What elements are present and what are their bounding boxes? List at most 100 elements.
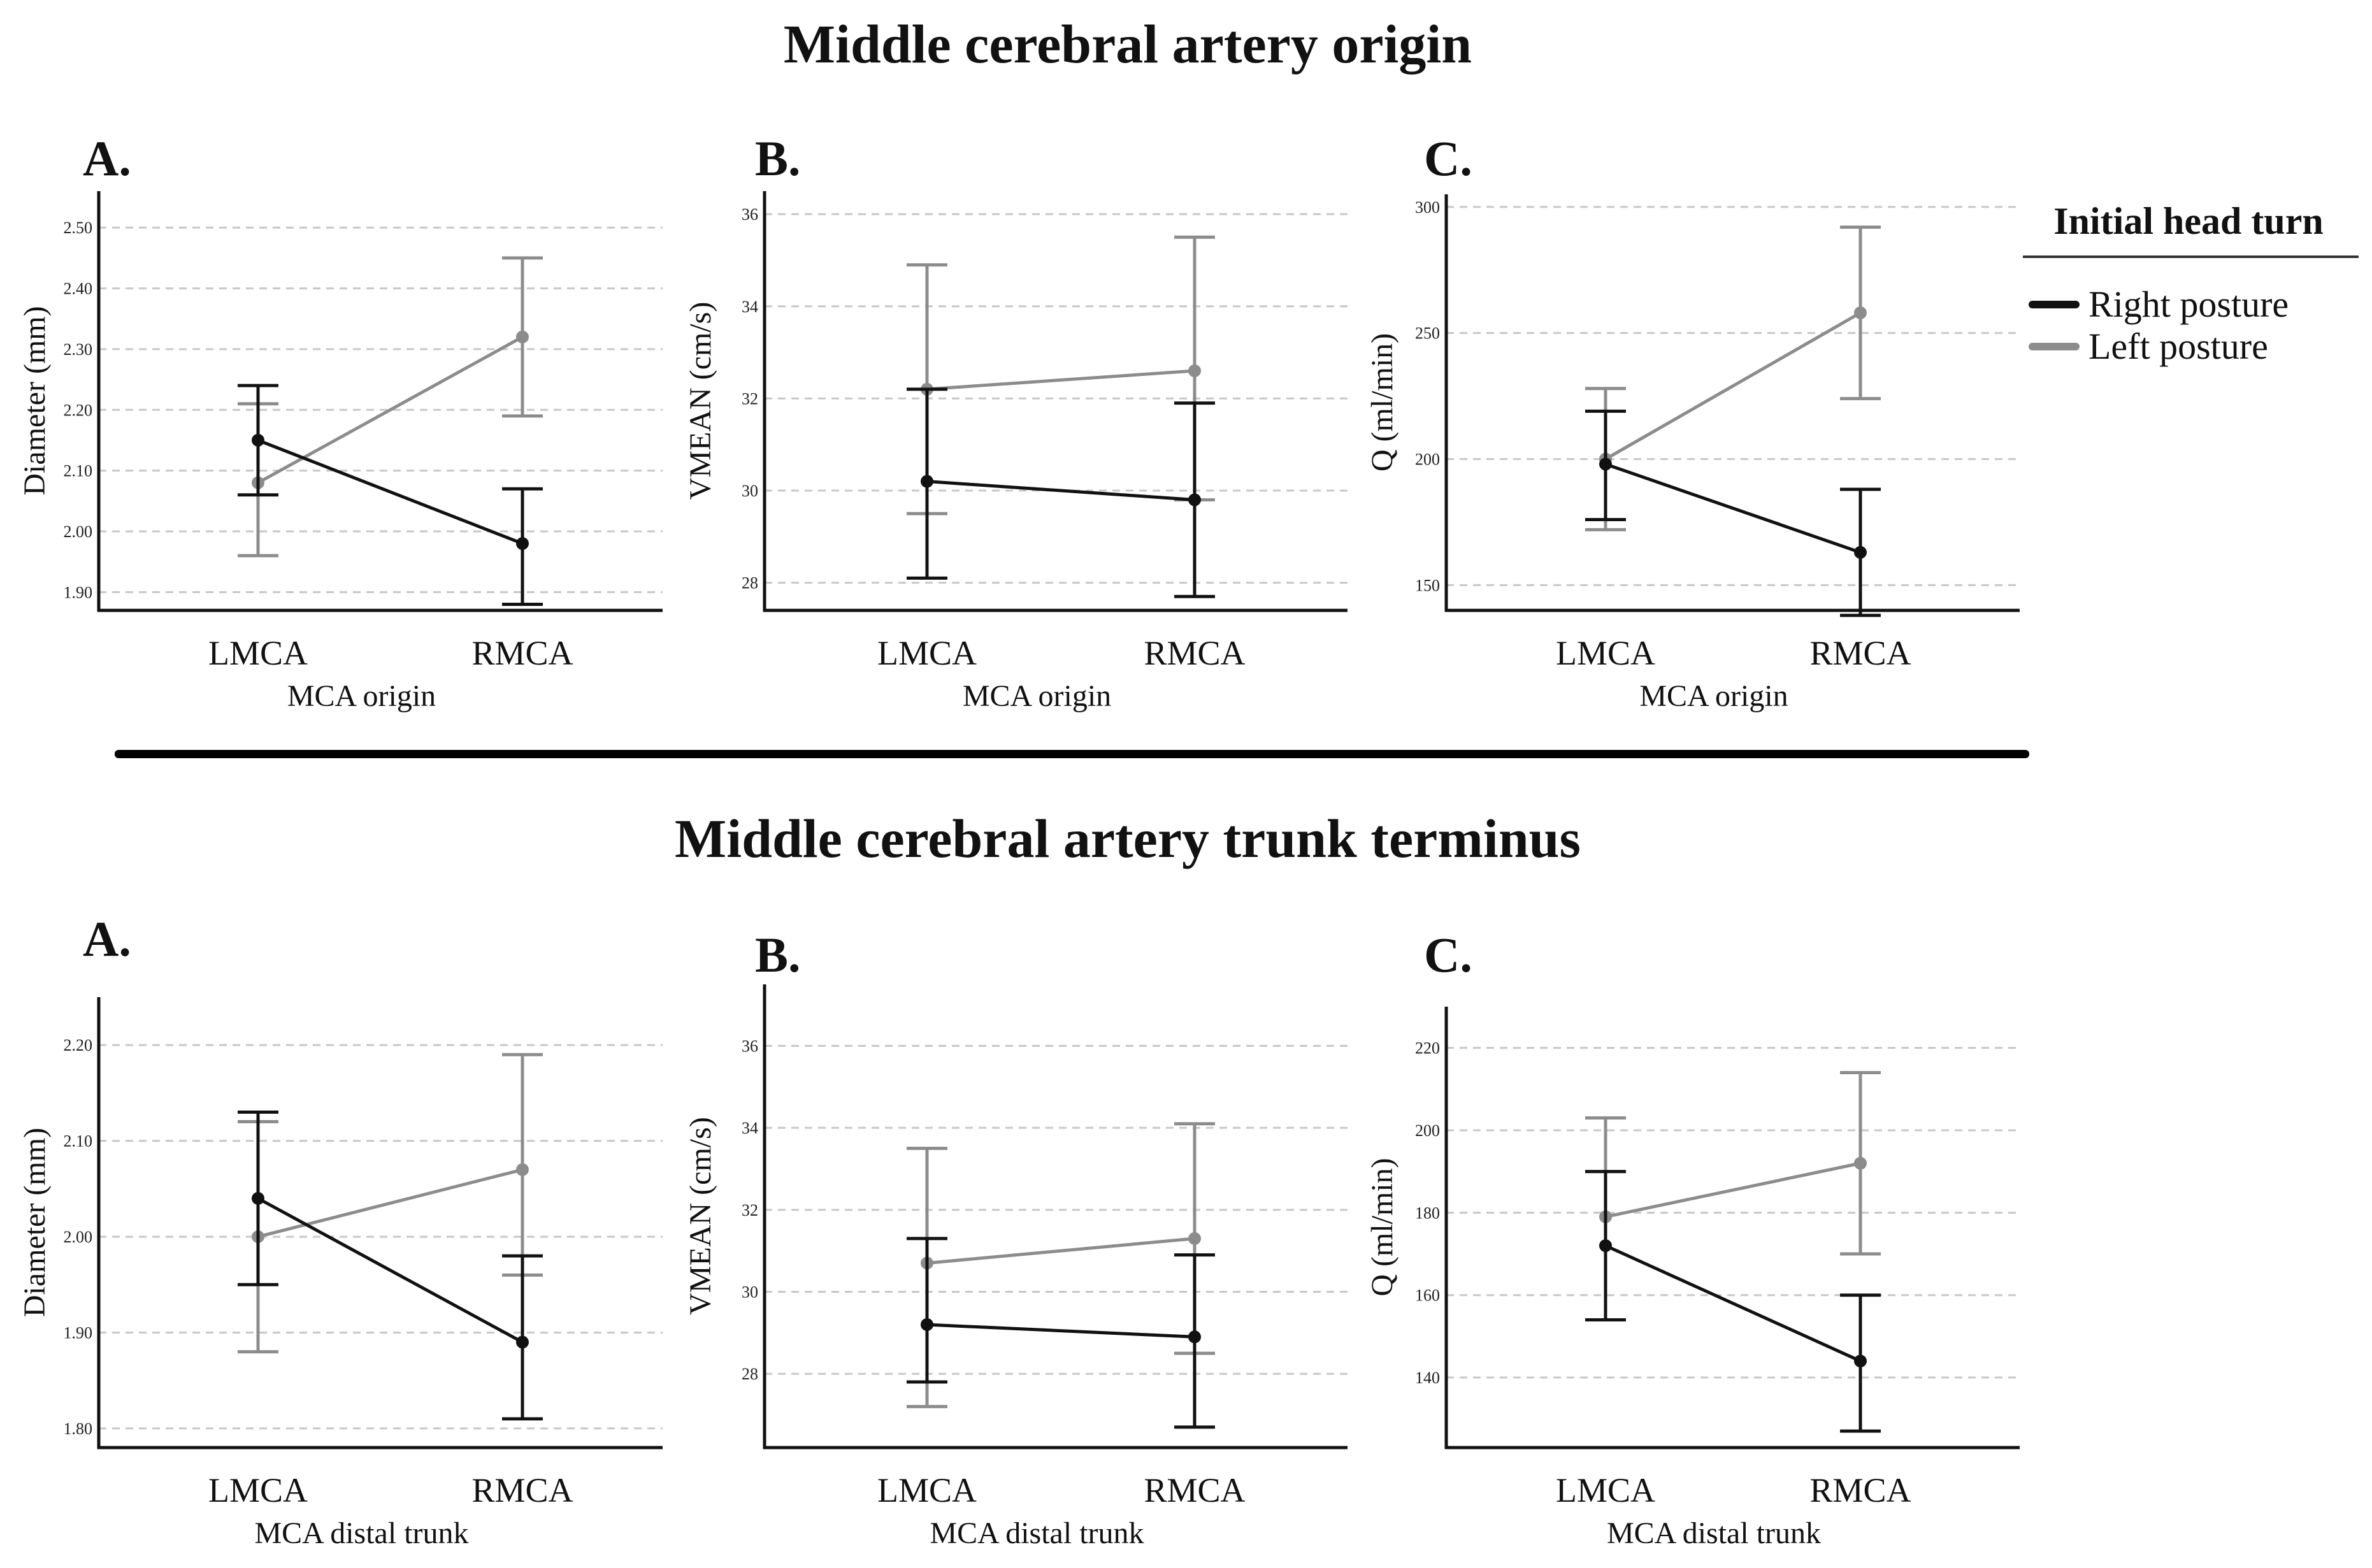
y-tick-label: 2.20 — [64, 1036, 93, 1054]
section-title-trunk: Middle cerebral artery trunk terminus — [675, 808, 1581, 869]
legend: Initial head turn Right posture Left pos… — [2023, 200, 2359, 367]
legend-label-left-posture: Left posture — [2088, 326, 2268, 367]
y-tick-label: 36 — [742, 205, 758, 224]
panel-label: B. — [755, 927, 801, 982]
series-line-right-posture — [257, 1197, 524, 1344]
y-tick-label: 30 — [742, 482, 758, 500]
series-right-posture — [907, 387, 1215, 598]
y-tick-label: 1.80 — [64, 1420, 93, 1438]
y-tick-label: 36 — [742, 1037, 758, 1056]
series-line-left-posture — [926, 1237, 1195, 1265]
x-tick-label-rmca: RMCA — [471, 634, 573, 672]
y-tick-label: 1.90 — [64, 583, 93, 601]
data-point-left-posture-rmca — [1854, 306, 1867, 320]
y-tick-label: 2.50 — [64, 219, 93, 237]
section-title-origin: Middle cerebral artery origin — [784, 13, 1472, 75]
y-axis-title: Q (ml/min) — [1365, 333, 1399, 471]
series-line-left-posture — [1604, 311, 1862, 461]
y-tick-label: 300 — [1415, 198, 1440, 217]
x-tick-label-rmca: RMCA — [1144, 634, 1245, 672]
y-tick-label: 180 — [1415, 1204, 1440, 1222]
y-tick-label: 2.00 — [64, 522, 93, 541]
y-tick-label: 32 — [742, 389, 758, 408]
y-axis-title: Diameter (mm) — [18, 306, 52, 495]
y-tick-label: 32 — [742, 1201, 758, 1219]
data-point-right-posture-rmca — [516, 537, 529, 550]
data-point-right-posture-lmca — [252, 433, 264, 447]
y-tick-label: 2.10 — [64, 462, 93, 480]
panel-label: C. — [1424, 131, 1472, 186]
series-right-posture — [1585, 1170, 1881, 1433]
x-tick-label-lmca: LMCA — [208, 1471, 308, 1509]
section-divider — [115, 750, 2029, 758]
chart-panel-5: 140 160 180 200 220 LMCA RMCA MCA distal trunk Q… — [1365, 927, 2020, 1550]
y-tick-label: 2.30 — [64, 340, 93, 359]
x-tick-label-lmca: LMCA — [1556, 634, 1655, 672]
y-axis-title: VMEAN (cm/s) — [684, 302, 717, 500]
series-left-posture — [1585, 225, 1881, 531]
x-axis-title: MCA origin — [287, 679, 436, 713]
y-tick-label: 34 — [742, 1119, 758, 1137]
x-axis-title: MCA origin — [1639, 679, 1788, 713]
y-tick-label: 2.40 — [64, 280, 93, 298]
panel-label: A. — [83, 131, 131, 186]
data-point-left-posture-rmca — [516, 330, 529, 343]
y-axis-title: Q (ml/min) — [1365, 1158, 1399, 1296]
y-tick-label: 2.00 — [64, 1228, 93, 1246]
series-left-posture — [1585, 1070, 1881, 1322]
chart-panel-1: 28 30 32 34 36 LMCA RMCA MCA origin VMEAN (cm/s)… — [684, 131, 1348, 713]
x-tick-label-rmca: RMCA — [1809, 634, 1911, 672]
chart-panel-2: 150 200 250 300 LMCA RMCA MCA origin Q (ml/min)… — [1365, 131, 2020, 713]
y-tick-label: 28 — [742, 574, 758, 593]
y-tick-label: 200 — [1415, 450, 1440, 469]
y-tick-label: 250 — [1415, 324, 1440, 343]
series-left-posture — [907, 1122, 1215, 1409]
x-axis-title: MCA distal trunk — [1607, 1516, 1821, 1550]
data-point-right-posture-rmca — [1188, 493, 1201, 507]
series-line-left-posture — [926, 369, 1195, 391]
data-point-right-posture-rmca — [1188, 1330, 1201, 1344]
series-line-left-posture — [257, 1168, 523, 1239]
panel-label: C. — [1424, 927, 1472, 982]
data-point-left-posture-rmca — [1854, 1156, 1867, 1170]
x-tick-label-lmca: LMCA — [208, 634, 308, 672]
x-tick-label-lmca: LMCA — [877, 1471, 977, 1509]
data-point-left-posture-rmca — [1188, 364, 1201, 377]
series-left-posture — [238, 256, 543, 557]
x-axis-title: MCA origin — [963, 679, 1111, 713]
data-point-right-posture-lmca — [252, 1191, 264, 1205]
series-line-right-posture — [257, 438, 523, 545]
y-tick-label: 140 — [1415, 1369, 1440, 1387]
y-tick-label: 200 — [1415, 1121, 1440, 1140]
y-tick-label: 30 — [742, 1283, 758, 1302]
data-point-right-posture-lmca — [921, 1318, 933, 1331]
series-line-left-posture — [257, 335, 524, 484]
x-axis-title: MCA distal trunk — [254, 1516, 468, 1550]
panel-label: B. — [755, 131, 801, 186]
data-point-right-posture-rmca — [1854, 1355, 1867, 1368]
y-tick-label: 220 — [1415, 1039, 1440, 1058]
series-right-posture — [238, 384, 543, 606]
data-point-left-posture-rmca — [1188, 1232, 1201, 1245]
legend-title: Initial head turn — [2053, 200, 2323, 242]
y-tick-label: 2.10 — [64, 1132, 93, 1151]
series-left-posture — [907, 235, 1215, 515]
chart-panel-0: 1.90 2.00 2.10 2.20 2.30 2.40 2.50 LMCA RMCA MCA … — [18, 131, 663, 713]
x-tick-label-lmca: LMCA — [877, 634, 977, 672]
y-tick-label: 150 — [1415, 576, 1440, 594]
x-tick-label-rmca: RMCA — [1809, 1471, 1911, 1509]
data-point-right-posture-lmca — [1599, 1239, 1612, 1253]
data-point-right-posture-rmca — [516, 1335, 529, 1349]
y-tick-label: 1.90 — [64, 1323, 93, 1342]
panel-label: A. — [83, 911, 131, 967]
y-tick-label: 28 — [742, 1365, 758, 1383]
x-tick-label-rmca: RMCA — [471, 1471, 573, 1509]
series-left-posture — [238, 1053, 543, 1354]
series-line-right-posture — [1605, 463, 1861, 554]
data-point-right-posture-rmca — [1854, 545, 1867, 559]
y-axis-title: VMEAN (cm/s) — [684, 1117, 717, 1315]
x-axis-title: MCA distal trunk — [930, 1516, 1144, 1550]
